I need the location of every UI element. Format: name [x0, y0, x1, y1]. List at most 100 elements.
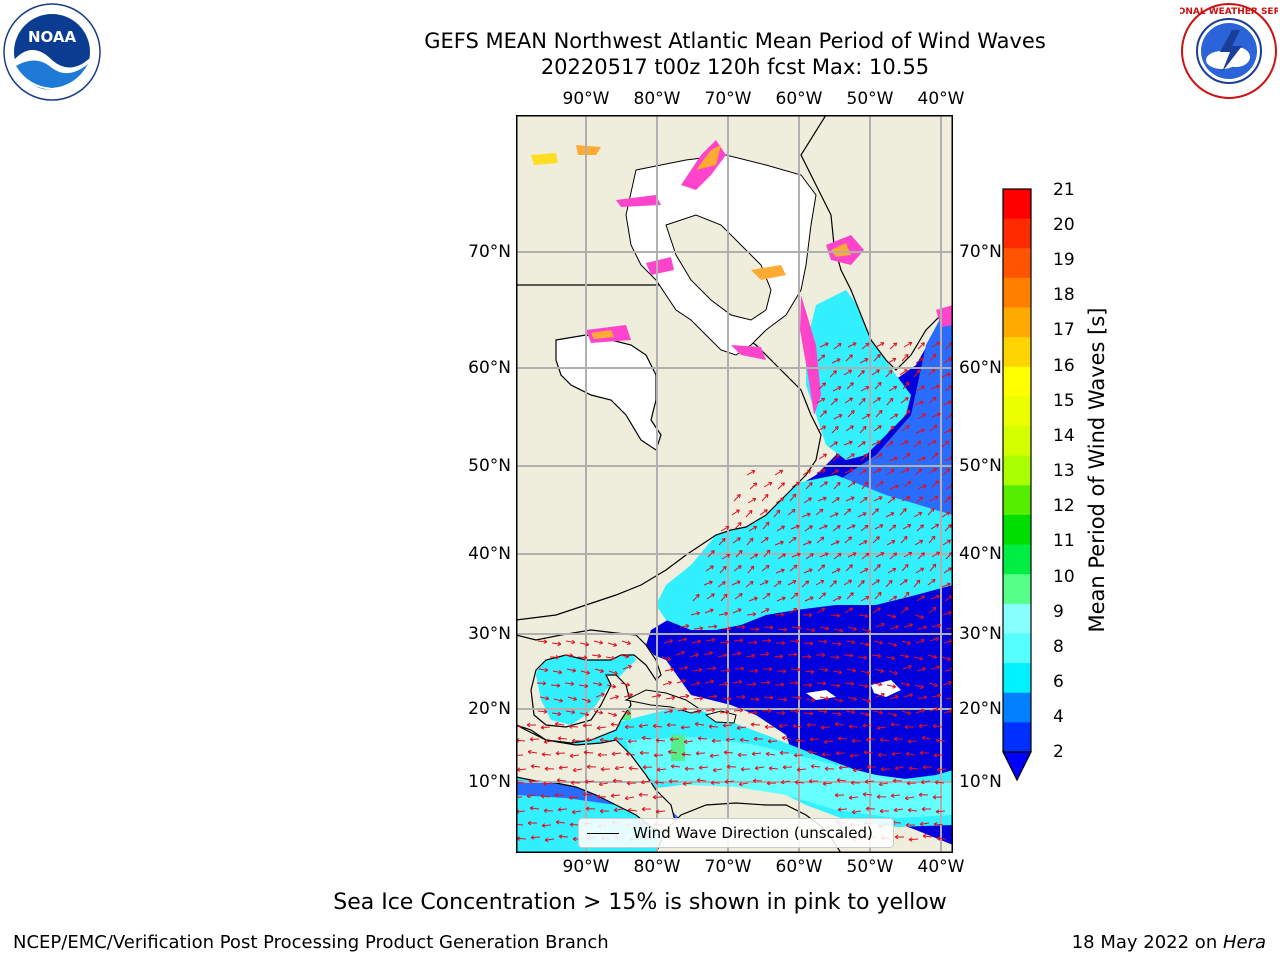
wind-arrow: [861, 414, 871, 420]
wind-arrow: [843, 508, 852, 516]
wind-arrow: [707, 550, 715, 558]
footer-org: NCEP/EMC/Verification Post Processing Pr…: [13, 932, 609, 953]
wind-arrow-head: [935, 523, 940, 528]
wind-arrow-head: [781, 735, 786, 741]
wind-arrow: [609, 695, 619, 700]
wind-arrow: [774, 469, 783, 476]
wind-arrow-head: [824, 667, 829, 673]
wind-arrow-head: [834, 426, 839, 431]
wind-arrow-head: [596, 794, 601, 800]
lon-label-bottom-80w: 80°W: [633, 857, 681, 877]
wind-arrow: [819, 552, 829, 558]
wind-arrow-head: [807, 540, 812, 545]
wind-arrow: [859, 712, 869, 716]
wind-arrow-head: [598, 682, 603, 687]
wind-arrow-head: [653, 753, 658, 758]
wind-arrow-head: [821, 652, 826, 658]
wind-arrow-head: [836, 568, 841, 573]
wind-arrow: [829, 580, 837, 588]
wind-arrow: [941, 656, 951, 661]
wind-arrow-head: [725, 526, 730, 530]
wind-arrow-head: [879, 640, 884, 645]
wind-arrow: [740, 739, 750, 742]
wind-arrow: [558, 835, 569, 838]
wind-arrow: [719, 641, 729, 644]
wind-arrow: [655, 739, 666, 742]
wind-arrow: [900, 397, 909, 404]
wind-arrow-head: [571, 709, 576, 715]
wind-arrow: [766, 753, 776, 756]
wind-arrow: [787, 509, 796, 516]
cb-tick-11: 11: [1053, 531, 1075, 551]
wind-arrow: [887, 496, 896, 504]
wind-arrow: [749, 482, 758, 490]
wind-arrow: [557, 737, 568, 740]
wind-arrow-head: [654, 780, 659, 785]
wind-arrow: [879, 782, 889, 786]
wind-arrow: [903, 480, 912, 488]
lat-label-left-50n: 50°N: [468, 456, 511, 476]
wind-arrow: [542, 782, 553, 785]
lon-label-top-70w: 70°W: [704, 89, 752, 109]
wind-arrow: [861, 628, 871, 633]
cb-tick-17: 17: [1053, 320, 1075, 340]
wind-arrow-head: [670, 764, 675, 769]
wind-arrow: [931, 480, 940, 488]
wind-arrow-head: [726, 553, 731, 558]
wind-arrow-head: [710, 780, 715, 786]
wind-arrow: [836, 779, 847, 782]
wind-arrow: [801, 513, 811, 518]
wind-arrow: [707, 625, 718, 628]
wind-arrow: [942, 468, 950, 476]
wind-arrow: [759, 653, 769, 656]
wind-arrow: [816, 536, 825, 544]
wind-arrow: [873, 496, 883, 502]
wind-arrow: [668, 751, 678, 754]
wind-arrow: [843, 441, 853, 446]
wind-arrow-head: [934, 780, 939, 785]
wind-arrow: [829, 512, 839, 518]
wind-arrow-head: [890, 793, 895, 798]
wind-arrow-head: [808, 778, 813, 784]
wind-arrow-head: [639, 750, 644, 756]
wind-arrow-head: [572, 668, 577, 673]
wind-arrow-head: [627, 640, 631, 646]
noaa-logo: NOAA: [3, 3, 101, 101]
wind-arrow-head: [937, 623, 942, 628]
wind-arrow: [913, 512, 923, 518]
cb-tick-2: 2: [1053, 742, 1064, 762]
wind-arrow: [929, 424, 938, 432]
wind-arrow-head: [668, 778, 673, 784]
wind-arrow: [901, 710, 911, 715]
cb-tick-9: 9: [1053, 602, 1064, 622]
wind-arrow-head: [585, 806, 590, 811]
wind-arrow: [899, 440, 909, 446]
wind-arrow-head: [851, 738, 856, 744]
wind-arrow-head: [932, 606, 937, 611]
wind-arrow: [642, 737, 652, 740]
lon-label-top-90w: 90°W: [562, 89, 610, 109]
wind-arrow-head: [933, 682, 938, 688]
wind-arrow: [794, 781, 805, 784]
cb-tick-19: 19: [1053, 250, 1075, 270]
wind-arrow: [787, 580, 797, 586]
wind-arrow-head: [794, 592, 799, 597]
wind-arrow: [516, 837, 527, 840]
wind-arrow-head: [848, 579, 853, 584]
wind-arrow: [858, 398, 866, 406]
wind-arrow-head: [919, 496, 924, 501]
wind-arrow-head: [669, 639, 674, 644]
colorbar-band: [1003, 633, 1031, 664]
wind-arrow: [930, 385, 940, 390]
wind-arrow: [705, 708, 715, 712]
wind-arrow-head: [947, 656, 951, 662]
wind-arrow-head: [821, 397, 826, 402]
wind-arrow-head: [795, 524, 800, 529]
wind-arrow-head: [769, 625, 774, 630]
wind-arrow-head: [920, 684, 924, 689]
wind-arrow: [833, 628, 843, 632]
wind-arrow-head: [527, 749, 532, 755]
wind-arrow: [723, 751, 734, 754]
cb-tick-13: 13: [1053, 461, 1075, 481]
wind-arrow: [745, 509, 753, 518]
